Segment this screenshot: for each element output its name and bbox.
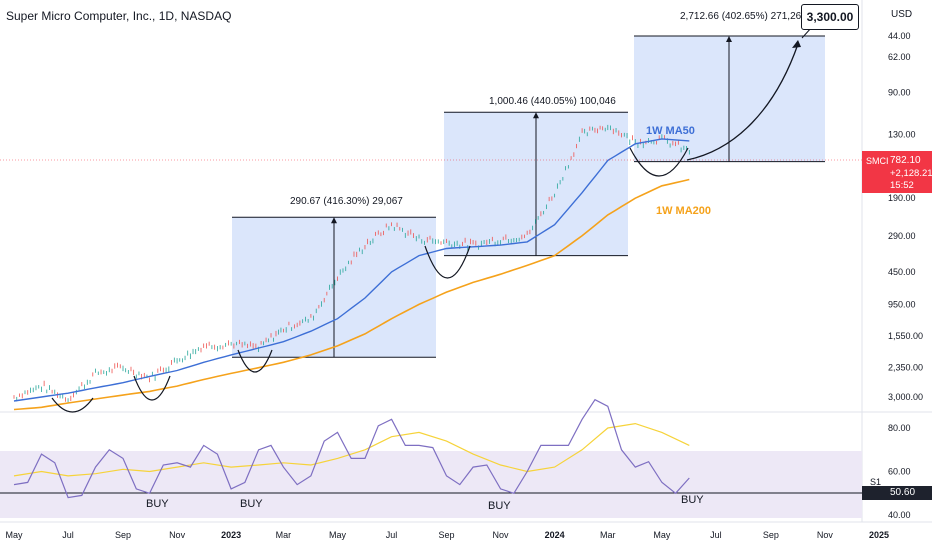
projection-2-label: 1,000.46 (440.05%) 100,046 <box>489 96 616 107</box>
projection-arrowhead-3 <box>726 36 732 42</box>
cup-3 <box>237 349 273 373</box>
price-axis-label: 450.00 <box>888 267 916 277</box>
support-level-label: S1 <box>870 477 882 487</box>
price-value: 782.10 <box>890 155 921 166</box>
price-axis-label: 44.00 <box>888 31 911 41</box>
time-axis-label: Mar <box>600 530 616 540</box>
price-axis-label: 130.00 <box>888 129 916 139</box>
ticker-label: SMCI <box>866 156 889 166</box>
projection-arrowhead-2 <box>533 112 539 119</box>
price-axis-label: 950.00 <box>888 299 916 309</box>
time-axis-label: Sep <box>763 530 779 540</box>
currency-label[interactable]: USD <box>891 9 913 20</box>
price-axis-label: 2,350.00 <box>888 363 923 373</box>
oscillator-axis-label: 60.00 <box>888 467 911 477</box>
projection-1-label: 290.67 (416.30%) 29,067 <box>290 196 403 207</box>
time-axis-label: 2023 <box>221 530 241 540</box>
ma200-label: 1W MA200 <box>656 205 711 217</box>
price-axis-label: 1,550.00 <box>888 331 923 341</box>
ma200-line <box>13 178 690 411</box>
rsi-band <box>0 451 862 518</box>
oscillator-axis-label: 40.00 <box>888 510 911 520</box>
ma50-label: 1W MA50 <box>646 125 695 137</box>
buy-label-3: BUY <box>488 500 511 512</box>
price-axis-label: 62.00 <box>888 52 911 62</box>
projection-boxes <box>232 35 825 358</box>
grid <box>0 0 932 523</box>
projection-arrowhead <box>792 40 801 48</box>
time-axis-label: 2024 <box>545 530 565 540</box>
price-axis-label: 90.00 <box>888 87 911 97</box>
time-axis-label: 2025 <box>869 530 889 540</box>
time-axis-label: Jul <box>62 530 74 540</box>
projection-arrowhead-1 <box>331 217 337 224</box>
time-axis[interactable]: May Jul Sep Nov 2023 Mar May Jul Sep Nov 2024 Mar Ma… <box>5 530 889 540</box>
rsi-line <box>13 398 690 499</box>
oscillator-value-tag: 50.60 <box>862 486 932 500</box>
price-axis-label: 3,000.00 <box>888 392 923 402</box>
cup-patterns <box>51 147 689 413</box>
bar-countdown: 15:52 <box>890 180 914 191</box>
cup-4 <box>424 245 471 279</box>
time-axis-label: May <box>329 530 347 540</box>
time-axis-label: May <box>5 530 23 540</box>
price-axis-label: 290.00 <box>888 231 916 241</box>
time-axis-label: Jul <box>710 530 722 540</box>
cup-5 <box>629 147 689 177</box>
time-axis-label: Sep <box>438 530 454 540</box>
projection-curve <box>686 43 799 161</box>
current-price-tag: SMCI 782.10 +2,128.21% 15:52 <box>862 151 932 193</box>
time-axis-label: Nov <box>169 530 186 540</box>
buy-label-2: BUY <box>240 498 263 510</box>
chart-title: Super Micro Computer, Inc., 1D, NASDAQ <box>6 9 232 23</box>
price-axis-label: 190.00 <box>888 193 916 203</box>
time-axis-label: May <box>653 530 671 540</box>
buy-label-4: BUY <box>681 494 704 506</box>
ma50-line <box>13 138 690 402</box>
projection-3-label: 2,712.66 (402.65%) 271,266 <box>680 11 807 22</box>
buy-label-1: BUY <box>146 498 169 510</box>
target-price-box: 3,300.00 <box>801 4 859 30</box>
time-axis-label: Mar <box>276 530 292 540</box>
cup-2 <box>133 375 171 401</box>
oscillator-value: 50.60 <box>890 487 916 498</box>
time-axis-label: Jul <box>386 530 398 540</box>
price-axis[interactable]: 3,000.00 2,350.00 1,550.00 950.00 450.00 290.… <box>888 31 923 402</box>
price-change: +2,128.21% <box>890 168 932 179</box>
candles <box>13 124 690 403</box>
time-axis-label: Sep <box>115 530 131 540</box>
time-axis-label: Nov <box>493 530 510 540</box>
oscillator-axis[interactable]: 80.00 60.00 40.00 <box>888 423 911 520</box>
cup-1 <box>51 397 94 413</box>
oscillator-axis-label: 80.00 <box>888 423 911 433</box>
time-axis-label: Nov <box>817 530 834 540</box>
